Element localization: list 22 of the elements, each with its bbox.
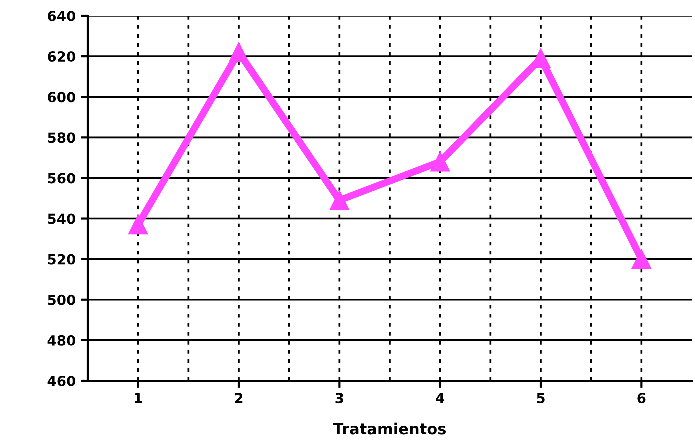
x-tick-label: 6 (638, 393, 646, 404)
point (229, 42, 249, 62)
y-tick-label: 560 (48, 173, 76, 184)
x-tick-label: 2 (235, 393, 243, 404)
y-tick-label: 640 (48, 10, 76, 22)
y-tick-label: 500 (48, 294, 76, 306)
x-tick-label: 4 (436, 393, 445, 404)
point (430, 152, 450, 172)
y-tick-label: 620 (48, 52, 76, 62)
x-tick-label: 5 (537, 393, 545, 404)
x-tick-label: 3 (336, 393, 344, 404)
y-tick-label: 480 (48, 335, 76, 346)
y-tick-label: 600 (48, 92, 76, 103)
x-tick-label: 1 (135, 393, 142, 404)
point (128, 215, 148, 235)
point (330, 190, 350, 210)
x-axis-title: Tratamientos (333, 422, 446, 435)
point (632, 250, 652, 270)
y-tick-label: 460 (48, 376, 76, 386)
y-tick-label: 540 (48, 214, 76, 224)
y-tick-label: 520 (48, 254, 76, 265)
y-tick-label: 580 (48, 132, 76, 144)
